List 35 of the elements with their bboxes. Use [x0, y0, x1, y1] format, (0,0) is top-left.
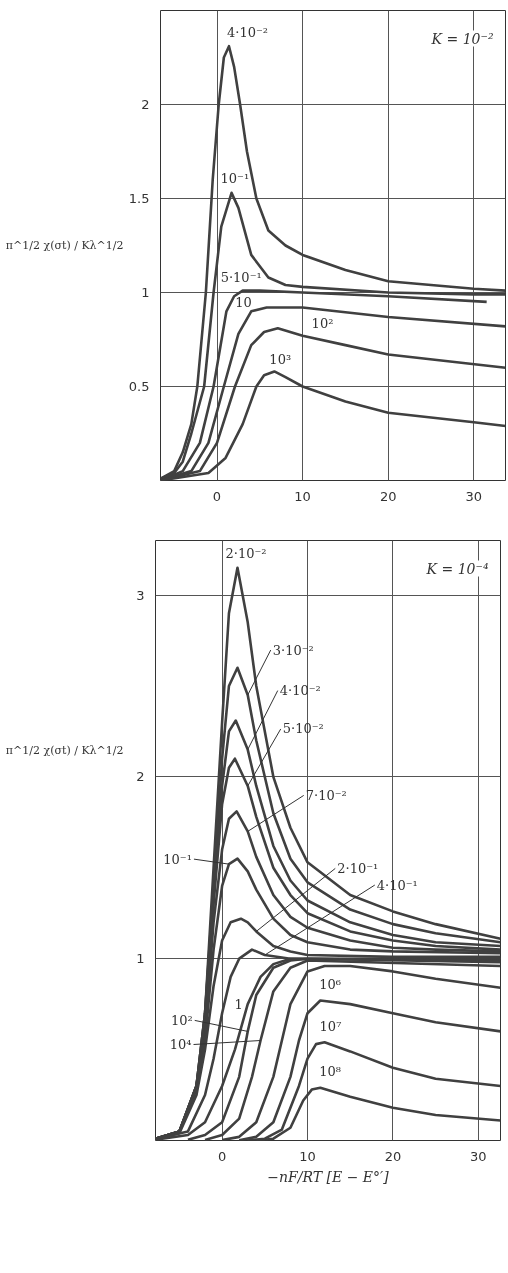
- y-tick-label: 3: [136, 587, 145, 603]
- y-tick-label: 0.5: [128, 379, 150, 394]
- annotation: 10: [235, 295, 252, 311]
- annotation: 10⁶: [319, 977, 342, 992]
- x-tick-label: 10: [294, 488, 311, 504]
- annotation: 2·10⁻²: [225, 546, 267, 562]
- annotation: 10⁻¹: [220, 171, 250, 187]
- x-tick-label: 0: [217, 1148, 227, 1164]
- y-tick-label: 2: [136, 769, 145, 785]
- annotation: K = 10⁻⁴: [425, 560, 489, 577]
- annotation: 10²: [170, 1012, 193, 1028]
- annotation: K = 10⁻²: [430, 30, 494, 47]
- y-tick-label: 1: [136, 951, 145, 967]
- y-tick-label: 2: [141, 97, 150, 112]
- annotation: 5·10⁻¹: [220, 270, 262, 286]
- x-tick-label: 20: [384, 1148, 402, 1164]
- y-axis-title: π^1/2 χ(σt) / Kλ^1/2: [5, 744, 124, 757]
- x-axis-title: −nF/RT [E − E°′]: [267, 1168, 390, 1185]
- y-tick-label: 1: [141, 285, 150, 300]
- annotation: 10⁴: [169, 1037, 192, 1052]
- y-axis-title: π^1/2 χ(σt) / Kλ^1/2: [5, 239, 124, 252]
- x-tick-label: 30: [465, 488, 483, 504]
- x-tick-label: 10: [299, 1148, 316, 1164]
- x-tick-label: 0: [212, 488, 222, 504]
- annotation: 10⁷: [319, 1018, 342, 1034]
- y-tick-label: 1.5: [128, 191, 150, 206]
- annotation: 1: [234, 997, 243, 1013]
- annotation: 10²: [311, 316, 334, 332]
- annotation: 10³: [269, 351, 292, 367]
- annotation: 2·10⁻¹: [337, 860, 379, 876]
- annotation: 10⁸: [319, 1064, 342, 1080]
- x-tick-label: 20: [379, 488, 397, 504]
- annotation: 10⁻¹: [163, 851, 192, 867]
- x-tick-label: 30: [470, 1148, 487, 1164]
- annotation: 4·10⁻²: [226, 24, 269, 40]
